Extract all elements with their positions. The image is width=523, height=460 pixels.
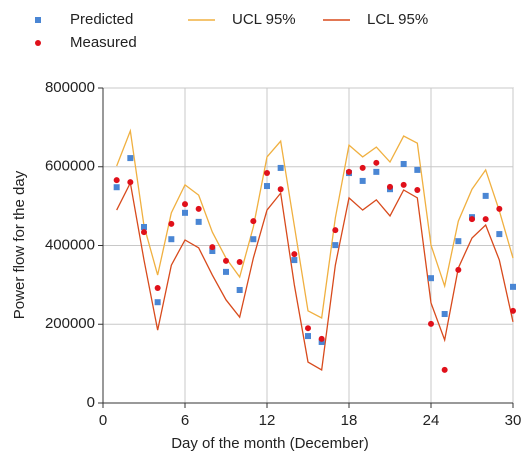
point: [250, 236, 257, 243]
point: [168, 220, 175, 227]
point: [223, 268, 229, 275]
legend-label: Measured: [70, 34, 137, 51]
point: [482, 192, 489, 199]
point: [414, 186, 421, 193]
y-tick-label: 0: [87, 394, 95, 411]
point: [182, 209, 188, 216]
point: [373, 168, 380, 175]
point: [441, 311, 448, 318]
point: [346, 168, 352, 175]
point: [387, 183, 393, 190]
point: [305, 333, 311, 340]
point: [469, 216, 475, 223]
y-tick-label: 400000: [45, 236, 95, 253]
point: [332, 242, 339, 249]
point: [510, 307, 516, 314]
point: [359, 164, 366, 171]
point: [236, 286, 243, 293]
point: [482, 216, 489, 223]
point: [236, 259, 243, 266]
point: [291, 257, 298, 264]
point: [318, 335, 325, 342]
point: [195, 218, 202, 225]
point: [441, 366, 448, 373]
point: [414, 166, 421, 173]
point: [496, 205, 503, 212]
x-tick-label: 12: [259, 412, 276, 429]
point: [455, 266, 462, 273]
point: [154, 285, 161, 292]
point: [35, 17, 41, 23]
x-tick-label: 6: [181, 412, 189, 429]
y-tick-label: 600000: [45, 158, 95, 175]
x-tick-label: 0: [99, 412, 107, 429]
point: [154, 299, 161, 306]
point: [400, 181, 407, 188]
y-tick-label: 800000: [45, 79, 95, 96]
x-axis-label: Day of the month (December): [171, 435, 369, 452]
line: [116, 128, 514, 319]
point: [291, 251, 298, 258]
point: [182, 201, 188, 208]
point: [35, 40, 41, 46]
point: [455, 238, 462, 245]
point: [359, 177, 366, 184]
point: [113, 177, 120, 184]
line: [116, 180, 514, 371]
legend-label: LCL 95%: [367, 11, 428, 28]
point: [264, 170, 270, 177]
point: [496, 231, 503, 238]
y-axis-label: Power flow for the day: [11, 170, 28, 319]
x-tick-label: 24: [423, 412, 440, 429]
point: [141, 229, 147, 236]
point: [209, 248, 216, 255]
point: [209, 244, 216, 251]
point: [195, 205, 202, 212]
point: [127, 155, 134, 162]
point: [400, 160, 407, 167]
y-tick-label: 200000: [45, 315, 95, 332]
point: [127, 179, 134, 186]
point: [510, 283, 516, 290]
point: [332, 227, 339, 234]
point: [264, 183, 270, 190]
point: [141, 223, 147, 230]
legend-label: UCL 95%: [232, 11, 296, 28]
point: [428, 275, 434, 282]
point: [305, 325, 311, 332]
point: [373, 159, 380, 166]
point: [277, 164, 284, 171]
point: [250, 218, 257, 225]
point: [318, 338, 325, 345]
point: [168, 236, 175, 243]
point: [428, 320, 434, 327]
point: [277, 186, 284, 193]
x-tick-label: 30: [505, 412, 522, 429]
legend-label: Predicted: [70, 11, 133, 28]
point: [223, 257, 229, 264]
x-tick-label: 18: [341, 412, 358, 429]
point: [113, 184, 120, 191]
